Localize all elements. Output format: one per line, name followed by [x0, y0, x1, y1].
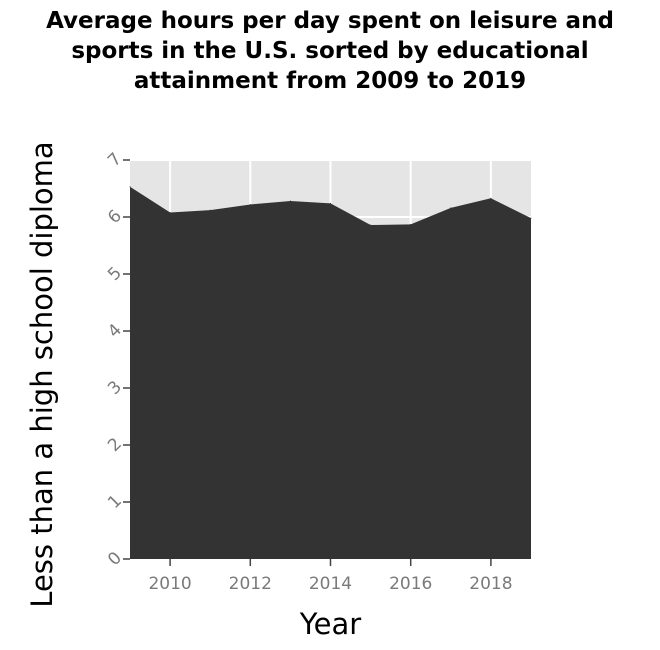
y-tick-label: 2 — [104, 434, 126, 456]
area-series — [130, 186, 531, 560]
area-data-point — [410, 223, 412, 225]
x-tick-label: 2010 — [148, 574, 191, 594]
y-tick-label: 4 — [104, 320, 126, 342]
area-data-point — [209, 209, 211, 211]
area-data-point — [530, 217, 532, 219]
x-tick-label: 2016 — [389, 574, 432, 594]
area-data-point — [330, 202, 331, 204]
y-tick-label: 3 — [104, 377, 126, 399]
x-tick-label: 2018 — [469, 574, 512, 594]
y-tick-label: 0 — [104, 548, 126, 570]
area-data-point — [370, 224, 372, 226]
x-tick-label: 2014 — [309, 574, 352, 594]
y-axis-label: Less than a high school diploma — [25, 141, 59, 607]
area-data-point — [289, 200, 291, 202]
x-axis-label: Year — [299, 607, 361, 641]
chart-title: Average hours per day spent on leisure a… — [46, 8, 614, 94]
y-tick-label: 7 — [104, 149, 126, 171]
area-data-point — [490, 197, 492, 199]
area-data-point — [450, 207, 452, 209]
y-tick-label: 5 — [104, 263, 126, 285]
area-data-point — [249, 203, 251, 205]
area-data-point — [169, 211, 171, 213]
area-data-point — [129, 186, 131, 188]
x-tick-label: 2012 — [229, 574, 272, 594]
y-tick-label: 1 — [104, 491, 126, 513]
y-tick-label: 6 — [104, 206, 126, 228]
